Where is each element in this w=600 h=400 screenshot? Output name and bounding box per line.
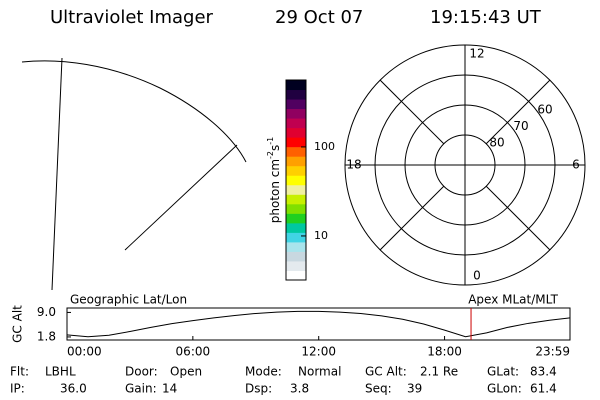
color-step [286, 184, 306, 195]
color-step [286, 89, 306, 100]
info-label: IP: [10, 382, 25, 396]
color-step [286, 251, 306, 262]
spoke [485, 79, 551, 145]
chart-title: Geographic Lat/Lon [70, 293, 187, 307]
info-label: GLat: [487, 365, 519, 379]
color-step [286, 270, 306, 281]
info-value: 14 [162, 382, 177, 396]
altitude-line [66, 310, 571, 338]
color-step [286, 241, 306, 252]
info-label: Seq: [365, 382, 392, 396]
info-label: Door: [125, 365, 158, 379]
color-step [286, 80, 306, 91]
lat-label: 80 [489, 136, 504, 150]
color-step [286, 99, 306, 110]
info-label: Mode: [245, 365, 282, 379]
info-value: 2.1 Re [420, 365, 458, 379]
map-line [21, 60, 247, 163]
color-step [286, 260, 306, 271]
y-tick-label: 9.0 [37, 305, 56, 319]
color-step [286, 175, 306, 186]
info-value: 3.8 [290, 382, 309, 396]
color-step [286, 127, 306, 138]
color-step [286, 118, 306, 129]
info-label: GLon: [487, 382, 522, 396]
chart-subtitle: Apex MLat/MLT [468, 293, 558, 307]
info-label: GC Alt: [365, 365, 407, 379]
map-line [51, 57, 63, 291]
lat-label: 70 [513, 119, 528, 133]
info-value: 83.4 [530, 365, 557, 379]
x-tick-label: 00:00 [67, 345, 102, 359]
info-value: 36.0 [60, 382, 87, 396]
color-step [286, 194, 306, 205]
x-tick-label: 06:00 [176, 345, 211, 359]
spoke [379, 185, 445, 251]
plot-frame [66, 307, 571, 341]
label-part: photon cm [268, 159, 282, 223]
info-value: Open [170, 365, 202, 379]
x-tick-label: 12:00 [301, 345, 336, 359]
info-value: 39 [407, 382, 422, 396]
y-tick-label: 1.8 [37, 329, 56, 343]
color-step [286, 137, 306, 148]
spoke [379, 79, 445, 145]
info-value: 61.4 [530, 382, 557, 396]
info-value: LBHL [45, 365, 76, 379]
time: 19:15:43 UT [430, 7, 542, 28]
mlt-label: 6 [572, 158, 580, 172]
color-step [286, 232, 306, 243]
x-tick-label: 18:00 [427, 345, 462, 359]
lat-label: 60 [537, 103, 552, 117]
instrument: Ultraviolet Imager [50, 7, 214, 28]
label-part: -1 [266, 137, 275, 145]
info-value: Normal [298, 365, 341, 379]
color-step [286, 165, 306, 176]
geo-map [21, 57, 247, 291]
spoke [485, 185, 551, 251]
mlt-label: 18 [346, 158, 361, 172]
mlt-label: 12 [469, 47, 484, 61]
map-line [124, 144, 238, 251]
label-part: -2 [266, 151, 275, 159]
label-part: s [268, 145, 282, 151]
colorbar-frame [285, 79, 307, 281]
date: 29 Oct 07 [275, 7, 363, 28]
colorbar-tick-label: 100 [314, 140, 335, 153]
color-step [286, 222, 306, 233]
mlt-label: 0 [473, 269, 481, 283]
info-label: Flt: [10, 365, 29, 379]
info-label: Dsp: [245, 382, 272, 396]
color-step [286, 203, 306, 214]
y-label: GC Alt [11, 305, 25, 343]
color-step [286, 108, 306, 119]
info-label: Gain: [125, 382, 157, 396]
x-tick-label: 23:59 [535, 345, 570, 359]
colorbar-tick-label: 10 [314, 229, 328, 242]
color-step [286, 156, 306, 167]
colorbar-label: photon cm-2s-1 [266, 137, 282, 224]
color-step [286, 213, 306, 224]
color-step [286, 146, 306, 157]
